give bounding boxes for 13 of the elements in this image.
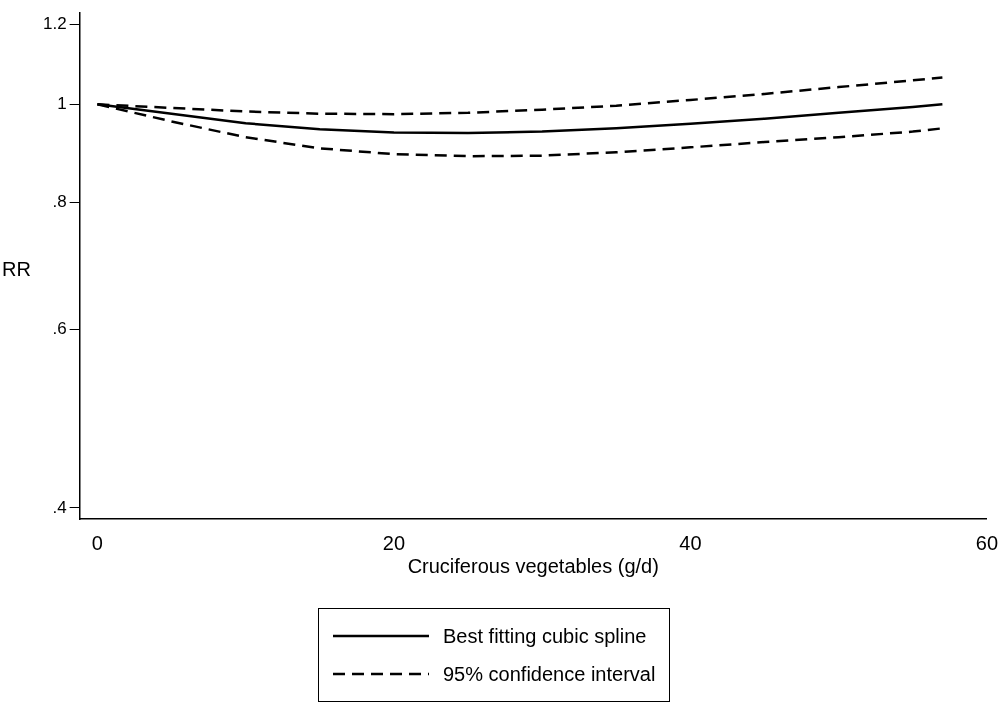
y-tick-label: .6 <box>52 318 67 338</box>
x-tick-label: 20 <box>382 531 406 554</box>
x-tick-label: 40 <box>679 531 702 554</box>
y-tick-label: 1 <box>57 94 67 114</box>
legend-label: 95% confidence interval <box>443 662 656 686</box>
y-tick-label: .4 <box>52 497 67 517</box>
y-axis-title: RR <box>2 257 31 280</box>
x-tick-label: 0 <box>91 531 103 554</box>
x-axis-title: Cruciferous vegetables (g/d) <box>407 554 659 577</box>
legend-label: Best fitting cubic spline <box>443 624 647 648</box>
y-tick-label: 1.2 <box>42 13 67 33</box>
y-tick-label: .8 <box>52 192 67 212</box>
x-tick-label: 60 <box>975 531 998 554</box>
